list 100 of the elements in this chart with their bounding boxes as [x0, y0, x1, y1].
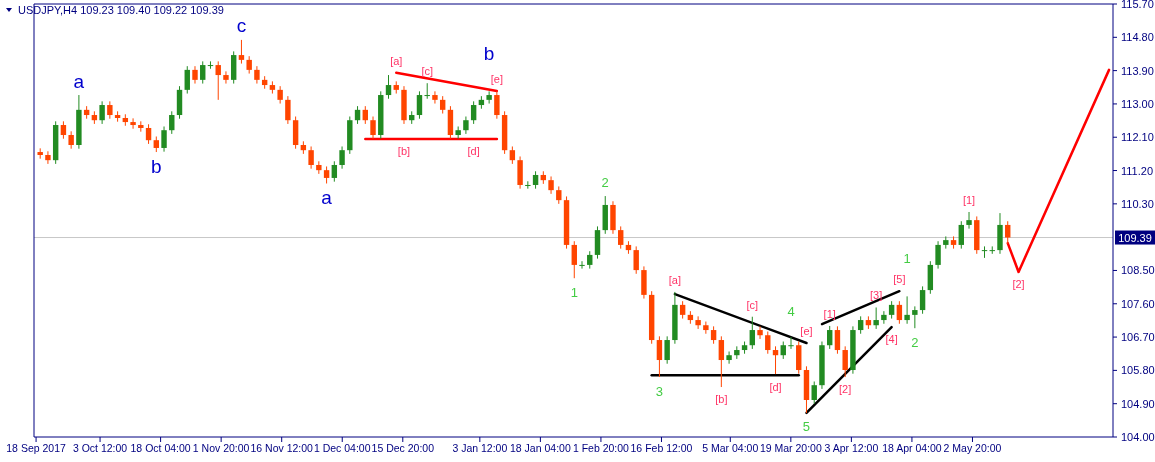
- annotation: [3]: [870, 289, 883, 302]
- candlestick: [981, 245, 988, 259]
- y-tick-label: 108.50: [1121, 264, 1155, 277]
- annotation: c: [236, 15, 247, 37]
- candlestick: [811, 380, 817, 405]
- ref-line-label: 109.39: [1118, 231, 1152, 244]
- annotation: [d]: [467, 145, 480, 158]
- candlestick: [200, 60, 206, 85]
- annotation: [c]: [746, 298, 759, 311]
- candlestick: [579, 260, 585, 270]
- annotation: [2]: [839, 383, 852, 396]
- candlestick: [285, 95, 291, 125]
- x-tick-label: 1 Feb 20:00: [572, 442, 630, 454]
- candlestick: [633, 245, 639, 275]
- annotation: [2]: [1012, 277, 1025, 290]
- candlestick: [726, 351, 732, 365]
- candlestick: [989, 245, 995, 255]
- candlestick: [416, 90, 423, 120]
- x-tick-label: 1 Dec 04:00: [313, 442, 371, 454]
- candlestick: [935, 240, 941, 270]
- y-tick-label: 115.70: [1121, 0, 1154, 10]
- annotation: [e]: [490, 72, 503, 85]
- annotation: a: [321, 186, 333, 208]
- y-tick-label: 104.00: [1121, 431, 1155, 443]
- annotation: [5]: [893, 273, 906, 286]
- candlestick: [757, 325, 763, 340]
- x-tick-label: 18 Oct 04:00: [130, 442, 191, 454]
- candlestick: [223, 70, 229, 85]
- y-tick-label: 113.90: [1121, 64, 1154, 77]
- candlestick: [424, 82, 430, 100]
- candlestick: [486, 90, 492, 105]
- annotation: 1: [570, 284, 578, 300]
- annotation: 3: [655, 383, 664, 399]
- candlestick: [548, 175, 554, 195]
- x-tick-label: 15 Dec 20:00: [371, 442, 435, 454]
- x-tick-label: 3 Oct 12:00: [72, 442, 128, 454]
- candlestick: [370, 116, 376, 140]
- y-tick-label: 113.00: [1121, 97, 1154, 110]
- candlestick: [130, 117, 136, 130]
- candlestick: [904, 295, 910, 325]
- annotation: [e]: [800, 325, 813, 337]
- candlestick: [385, 74, 392, 100]
- candlestick: [618, 225, 624, 250]
- candlestick: [339, 145, 345, 170]
- y-tick-label: 110.30: [1121, 197, 1154, 210]
- candlestick: [966, 211, 972, 230]
- candlestick: [919, 285, 926, 315]
- candlestick: [958, 220, 964, 250]
- candlestick: [161, 126, 167, 153]
- candlestick: [827, 325, 833, 350]
- y-tick-label: 104.90: [1121, 397, 1155, 410]
- annotation: [1]: [962, 193, 976, 206]
- candlestick: [788, 336, 794, 350]
- y-tick-label: 114.80: [1121, 31, 1154, 44]
- annotation: 1: [903, 250, 911, 266]
- candlestick: [99, 100, 105, 125]
- candlestick: [842, 345, 848, 378]
- x-tick-label: 18 Jan 04:00: [510, 442, 571, 454]
- annotation: b: [151, 155, 162, 177]
- y-tick-label: 105.80: [1121, 364, 1155, 377]
- x-tick-label: 16 Nov 12:00: [250, 442, 314, 454]
- candlestick: [145, 123, 152, 145]
- candlestick: [432, 90, 438, 105]
- candlestick: [184, 65, 190, 95]
- candlestick: [896, 300, 903, 325]
- annotation: 5: [802, 419, 811, 435]
- candlestick: [765, 331, 771, 355]
- candlestick: [192, 65, 198, 85]
- candlestick: [718, 335, 725, 388]
- candlestick: [308, 145, 314, 170]
- candlestick: [695, 315, 701, 330]
- candlestick: [169, 110, 175, 135]
- candlestick: [215, 60, 221, 101]
- candlestick: [571, 240, 577, 279]
- annotation: [4]: [885, 333, 898, 346]
- x-tick-label: 1 Nov 20:00: [192, 442, 250, 454]
- annotation: a: [73, 70, 85, 92]
- candlestick: [277, 85, 283, 105]
- x-tick-label: 3 Apr 12:00: [824, 442, 879, 454]
- x-tick-label: 16 Feb 12:00: [630, 442, 693, 454]
- candlestick: [1005, 220, 1011, 245]
- x-tick-label: 3 Jan 12:00: [452, 442, 508, 454]
- annotation: [b]: [397, 145, 411, 158]
- candlestick: [470, 100, 477, 125]
- annotation: 4: [787, 303, 795, 319]
- candlestick: [873, 306, 879, 330]
- candlestick: [664, 335, 670, 365]
- x-tick-label: 5 Mar 04:00: [702, 442, 759, 454]
- annotation: 2: [601, 174, 609, 190]
- candlestick: [881, 310, 887, 325]
- y-tick-label: 107.60: [1121, 297, 1155, 310]
- annotation: [b]: [715, 393, 728, 406]
- candlestick: [494, 90, 500, 120]
- candlestick: [238, 39, 245, 65]
- candlestick: [703, 321, 709, 335]
- x-tick-label: 18 Apr 04:00: [882, 442, 942, 454]
- annotation: 2: [911, 334, 919, 350]
- candlestick: [107, 100, 113, 120]
- y-tick-label: 106.70: [1121, 331, 1155, 344]
- x-tick-label: 18 Sep 2017: [6, 442, 66, 454]
